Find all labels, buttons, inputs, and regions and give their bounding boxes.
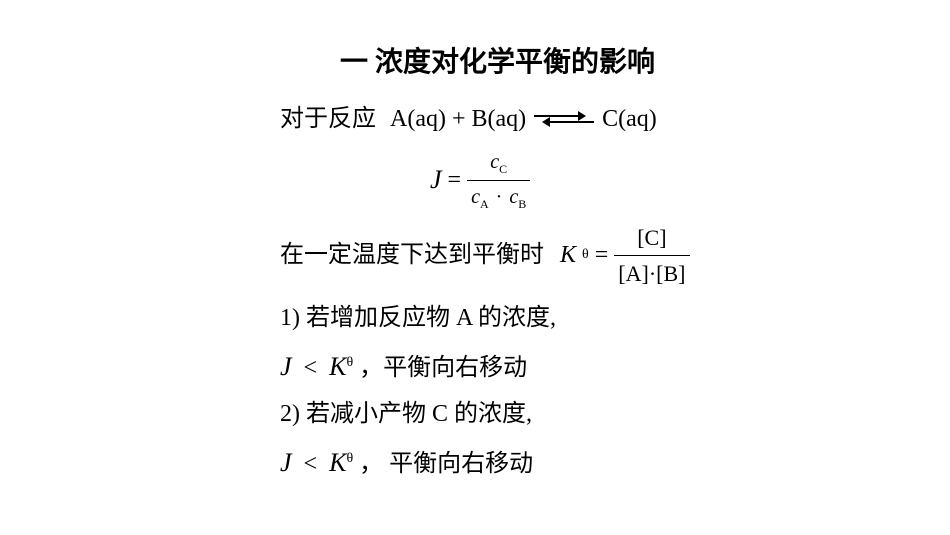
k-fraction: [C] [A]·[B] [614,220,689,291]
reaction-right: C(aq) [602,100,657,138]
case1-conclusion: ，平衡向右移动 [359,355,527,381]
k-den-al: [ [618,261,625,286]
case1-k: K [329,352,346,381]
case2-op: < [298,451,324,477]
case2-j: J [280,448,292,477]
j-den-var2: c [509,186,518,208]
j-num-var: c [490,151,499,173]
reaction-left: A(aq) + B(aq) [390,100,526,138]
reaction-equation: 对于反应 A(aq) + B(aq) C(aq) [280,100,890,138]
equilibrium-line: 在一定温度下达到平衡时 Kθ = [C] [A]·[B] [280,220,890,291]
reaction-prefix: 对于反应 [280,100,376,138]
j-den-var1: c [471,186,480,208]
j-num-sub: C [499,162,507,176]
k-den-b: B [663,261,678,286]
j-den-dot: · [494,186,505,208]
case2-label: 2) 若减小产物 C 的浓度, [280,395,890,433]
j-fraction: cC cA · cB [467,146,530,213]
k-sup: θ [582,244,589,266]
case1-label: 1) 若增加反应物 A 的浓度, [280,299,890,337]
case1-sup: θ [346,355,353,370]
section-title: 一 浓度对化学平衡的影响 [280,40,890,80]
k-num-br: ] [659,225,666,250]
case1-conclusion-line: J < Kθ ，平衡向右移动 [280,346,890,388]
k-den-ar: ] [642,261,649,286]
j-den-sub1: A [480,197,489,211]
case1-j: J [280,352,292,381]
j-equals: = [448,161,462,199]
k-lhs: K [560,236,576,274]
case2-conclusion: ， 平衡向右移动 [359,451,533,477]
k-num-bl: [ [637,225,644,250]
case2-sup: θ [346,451,353,466]
k-den-br: ] [678,261,685,286]
j-lhs: J [430,159,442,201]
case2-k: K [329,448,346,477]
case1-op: < [298,355,324,381]
k-den-a: A [626,261,642,286]
k-equation: Kθ = [C] [A]·[B] [560,220,690,291]
k-equals: = [595,236,609,274]
j-den-sub2: B [518,197,526,211]
equilibrium-text: 在一定温度下达到平衡时 [280,236,544,274]
case2-conclusion-line: J < Kθ ， 平衡向右移动 [280,442,890,484]
j-equation: J = cC cA · cB [280,146,890,213]
equilibrium-arrow-icon [534,109,594,129]
k-num-c: C [645,225,660,250]
